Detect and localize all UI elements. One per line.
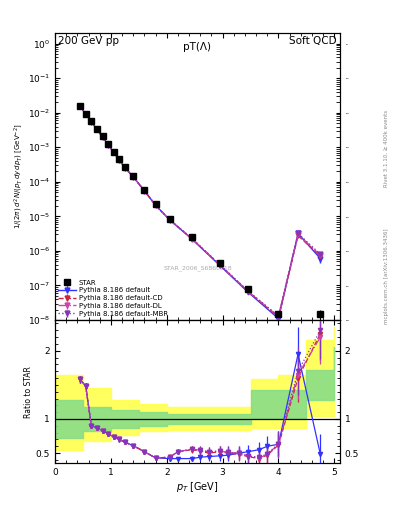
Y-axis label: Ratio to STAR: Ratio to STAR [24,366,33,418]
Text: STAR_2006_S6860818: STAR_2006_S6860818 [163,266,232,271]
Text: mcplots.cern.ch [arXiv:1306.3436]: mcplots.cern.ch [arXiv:1306.3436] [384,229,389,324]
Text: pT(Λ): pT(Λ) [184,42,211,52]
Y-axis label: $1/(2\pi)\;d^2N/(p_T\,dy\,dp_T)\;[\mathrm{GeV}^{-2}]$: $1/(2\pi)\;d^2N/(p_T\,dy\,dp_T)\;[\mathr… [12,124,25,229]
Text: Soft QCD: Soft QCD [290,36,337,46]
Text: 200 GeV pp: 200 GeV pp [58,36,119,46]
Legend: STAR, Pythia 8.186 default, Pythia 8.186 default-CD, Pythia 8.186 default-DL, Py: STAR, Pythia 8.186 default, Pythia 8.186… [57,278,170,318]
Text: Rivet 3.1.10, ≥ 400k events: Rivet 3.1.10, ≥ 400k events [384,110,389,187]
X-axis label: $p_T\;[\mathrm{GeV}]$: $p_T\;[\mathrm{GeV}]$ [176,480,219,494]
